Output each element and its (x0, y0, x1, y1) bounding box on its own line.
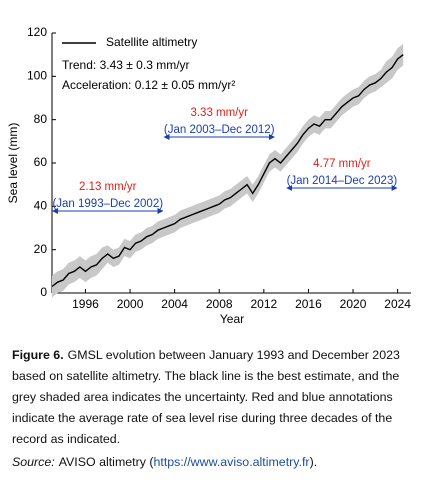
x-tick-label: 2024 (384, 297, 411, 311)
y-tick-label: 120 (27, 25, 47, 39)
x-tick-label: 2004 (161, 297, 188, 311)
x-tick-label: 1996 (72, 297, 99, 311)
chart: Sea level (mm) Year Trend: 3.43 ± 0.3 mm… (6, 25, 411, 326)
source-label: Source: (12, 455, 55, 469)
y-tick-label: 60 (34, 155, 48, 169)
rate-label: 2.13 mm/yr (79, 181, 137, 193)
acceleration-text: Acceleration: 0.12 ± 0.05 mm/yr² (62, 78, 235, 92)
caption-label: Figure 6. (12, 348, 64, 362)
uncertainty-band (52, 43, 404, 298)
x-tick-label: 2008 (206, 297, 233, 311)
rate-label: 3.33 mm/yr (190, 107, 248, 119)
period-label: (Jan 1993–Dec 2002) (52, 198, 163, 210)
x-tick-label: 2012 (250, 297, 277, 311)
x-tick-label: 2016 (295, 297, 322, 311)
caption: Figure 6. GMSL evolution between January … (12, 345, 426, 473)
period-label: (Jan 2014–Dec 2023) (287, 175, 398, 187)
x-axis-label: Year (220, 312, 244, 326)
trend-text: Trend: 3.43 ± 0.3 mm/yr (62, 58, 190, 72)
y-tick-label: 40 (34, 199, 48, 213)
source-tail: ). (309, 455, 318, 469)
y-tick-label: 100 (27, 69, 47, 83)
period-label: (Jan 2003–Dec 2012) (164, 124, 275, 136)
y-tick-label: 80 (34, 112, 48, 126)
source-text: AVISO altimetry ( (58, 455, 154, 469)
source: Source: AVISO altimetry (https://www.avis… (12, 452, 426, 473)
y-tick-label: 0 (40, 285, 47, 299)
x-tick-label: 2020 (340, 297, 367, 311)
caption-text: GMSL evolution between January 1993 and … (12, 348, 400, 446)
y-axis-label: Sea level (mm) (6, 123, 20, 204)
legend-label: Satellite altimetry (106, 35, 197, 49)
x-tick-label: 2000 (117, 297, 144, 311)
rate-label: 4.77 mm/yr (313, 158, 371, 170)
source-link[interactable]: https://www.aviso.altimetry.fr (153, 455, 310, 469)
series-line (51, 54, 404, 288)
y-tick-label: 20 (34, 242, 48, 256)
